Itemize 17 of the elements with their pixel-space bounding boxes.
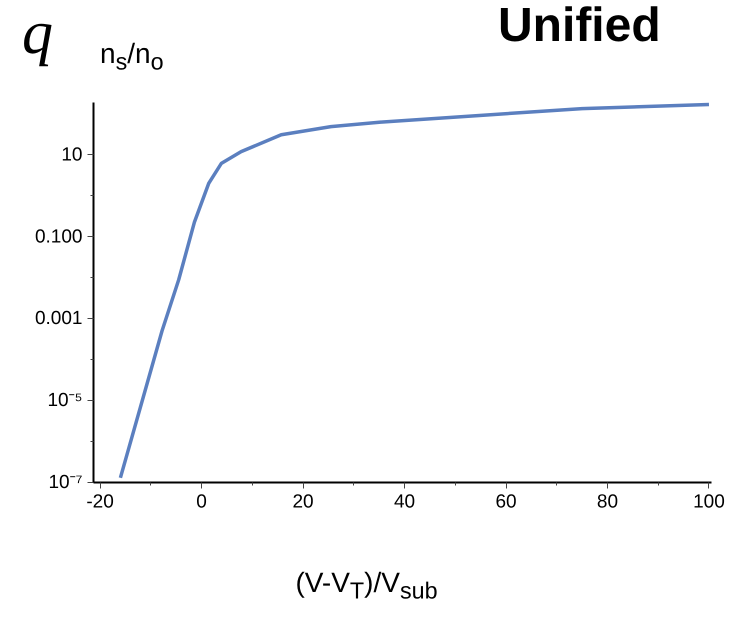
line-series <box>118 102 711 480</box>
y-tick-label: 0.100 <box>34 226 82 248</box>
y-tick-label: 10⁻⁵ <box>47 390 83 412</box>
chart-title: Unified <box>498 0 661 52</box>
y-tick-label: 10⁻⁷ <box>48 472 83 493</box>
x-tick-label: 100 <box>693 492 725 512</box>
x-tick-label: 60 <box>495 492 517 512</box>
y-tick-label: 0.001 <box>34 308 82 330</box>
y-tick-label: 10 <box>61 144 83 166</box>
x-tick-label: 40 <box>394 492 416 512</box>
x-tick-label: 80 <box>596 492 618 512</box>
text: q <box>22 0 53 67</box>
x-tick-label: -20 <box>86 492 114 512</box>
x-tick-label: 0 <box>196 492 207 512</box>
x-tick-label: 20 <box>292 492 314 512</box>
y-axis-title: n$_{s}$/n$_{o}$ <box>100 38 164 75</box>
x-axis-title: (V-V$_{T}$)/V$_{sub}$ <box>294 566 439 604</box>
